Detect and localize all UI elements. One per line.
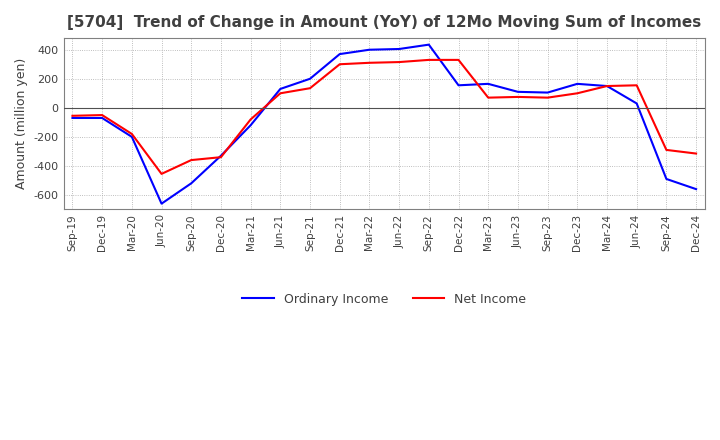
Net Income [484, 95, 492, 100]
Ordinary Income [127, 134, 136, 139]
Net Income [246, 117, 255, 122]
Net Income [632, 83, 641, 88]
Net Income [662, 147, 671, 153]
Ordinary Income [217, 153, 225, 158]
Line: Net Income: Net Income [73, 60, 696, 174]
Ordinary Income [336, 51, 344, 57]
Ordinary Income [276, 86, 284, 92]
Title: [5704]  Trend of Change in Amount (YoY) of 12Mo Moving Sum of Incomes: [5704] Trend of Change in Amount (YoY) o… [67, 15, 701, 30]
Net Income [68, 113, 77, 118]
Net Income [217, 154, 225, 160]
Ordinary Income [157, 201, 166, 206]
Ordinary Income [544, 90, 552, 95]
Ordinary Income [662, 176, 671, 182]
Ordinary Income [632, 101, 641, 106]
Ordinary Income [246, 123, 255, 128]
Ordinary Income [573, 81, 582, 87]
Ordinary Income [187, 181, 196, 186]
Net Income [544, 95, 552, 100]
Ordinary Income [484, 81, 492, 87]
Ordinary Income [603, 84, 611, 89]
Net Income [127, 131, 136, 136]
Net Income [603, 84, 611, 89]
Y-axis label: Amount (million yen): Amount (million yen) [15, 58, 28, 189]
Ordinary Income [692, 187, 701, 192]
Net Income [513, 94, 522, 99]
Net Income [454, 57, 463, 62]
Net Income [276, 91, 284, 96]
Ordinary Income [513, 89, 522, 95]
Line: Ordinary Income: Ordinary Income [73, 44, 696, 204]
Net Income [365, 60, 374, 66]
Net Income [98, 113, 107, 118]
Ordinary Income [365, 47, 374, 52]
Ordinary Income [454, 83, 463, 88]
Ordinary Income [68, 115, 77, 121]
Net Income [395, 59, 403, 65]
Net Income [425, 57, 433, 62]
Ordinary Income [98, 115, 107, 121]
Legend: Ordinary Income, Net Income: Ordinary Income, Net Income [238, 288, 531, 311]
Net Income [336, 62, 344, 67]
Ordinary Income [306, 76, 315, 81]
Net Income [187, 158, 196, 163]
Net Income [573, 91, 582, 96]
Ordinary Income [425, 42, 433, 47]
Net Income [157, 171, 166, 176]
Net Income [306, 85, 315, 91]
Net Income [692, 151, 701, 156]
Ordinary Income [395, 46, 403, 51]
